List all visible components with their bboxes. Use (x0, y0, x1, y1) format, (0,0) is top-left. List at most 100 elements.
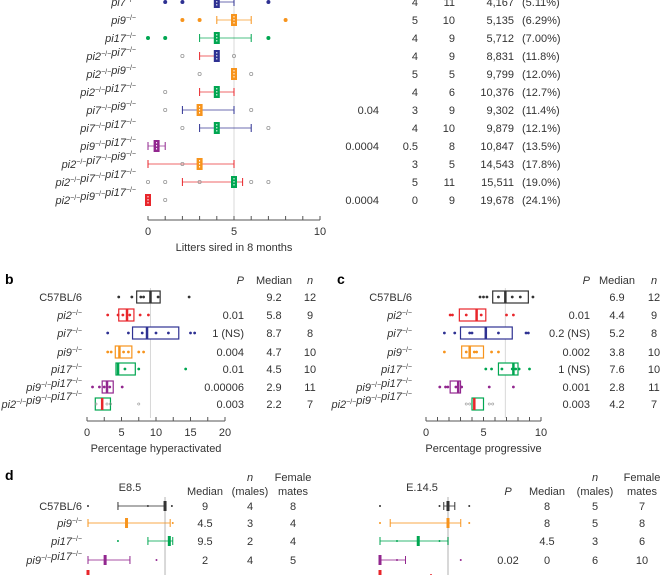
data-point (396, 559, 398, 561)
panel-title: E8.5 (119, 482, 142, 494)
count-value: 10,847 (480, 141, 514, 153)
x-tick-label: 5 (231, 226, 237, 238)
median-mark (163, 501, 167, 511)
data-point (454, 385, 458, 389)
data-point (106, 331, 110, 335)
female-mates-value: 8 (639, 518, 645, 530)
box (492, 290, 529, 304)
n-header: n (247, 472, 253, 484)
data-point (145, 179, 150, 184)
median-value: 8 (544, 518, 550, 530)
data-point (491, 402, 495, 406)
data-point (487, 402, 491, 406)
row-label: pi9−/−pi17−/− (79, 137, 136, 153)
median-value: 4.5 (197, 518, 212, 530)
row-label: pi7−/−pi9−/− (85, 101, 136, 117)
data-point (87, 505, 89, 507)
female-mates-value: 7 (639, 501, 645, 513)
n-value: 11 (304, 382, 315, 394)
median-value: 2 (202, 555, 208, 567)
median-value: 5 (412, 69, 418, 81)
data-point (147, 313, 150, 317)
x-axis-label: Litters sired in 8 months (176, 242, 293, 254)
data-point (102, 385, 106, 389)
data-point (146, 505, 149, 507)
data-point (163, 197, 168, 202)
p-value: 0.003 (562, 399, 590, 411)
data-point (106, 350, 110, 354)
data-point (163, 36, 168, 41)
median-value: 9.2 (266, 292, 281, 304)
data-point (126, 331, 130, 335)
female-mates-value: 4 (290, 518, 296, 530)
data-point (444, 385, 447, 389)
n-header: n (651, 275, 657, 287)
female-header-mates: mates (627, 486, 657, 498)
data-point (505, 313, 508, 317)
female-header: Female (624, 472, 661, 484)
data-point (155, 559, 158, 561)
data-point (512, 313, 515, 317)
row-label: pi17−/− (104, 33, 136, 45)
p-value: 0.2 (NS) (549, 328, 590, 340)
data-point (145, 36, 150, 41)
median-value: 4.7 (266, 347, 281, 359)
data-point (468, 402, 472, 406)
row-label: pi2−/−pi7−/−pi17−/− (54, 169, 136, 189)
data-point (459, 559, 462, 561)
percent-value: (11.8%) (522, 51, 560, 63)
data-point (180, 161, 185, 166)
data-point (109, 402, 112, 406)
p-value: 0.0004 (345, 195, 379, 207)
data-point (249, 72, 254, 77)
female-mates-value: 8 (290, 501, 296, 513)
data-point (142, 350, 145, 354)
data-point (497, 350, 500, 354)
data-point (266, 179, 271, 184)
median-value: 0 (544, 555, 550, 567)
median-value: 3 (412, 159, 418, 171)
data-point (510, 295, 514, 299)
data-point (490, 350, 493, 354)
row-label: pi2−/−pi9−/−pi17−/− (54, 187, 136, 207)
median-value: 0 (412, 195, 418, 207)
median-value: 5 (412, 15, 418, 27)
count-value: 9,879 (486, 123, 514, 135)
data-point (98, 385, 101, 389)
female-mates-value: 6 (639, 536, 645, 548)
x-tick-label: 0 (84, 427, 90, 439)
median-value: 6.9 (609, 292, 624, 304)
median-mark (378, 570, 382, 575)
n-value: 3 (247, 518, 253, 530)
box (461, 345, 485, 359)
median-value: 0.5 (403, 141, 418, 153)
median-value: 9 (202, 501, 208, 513)
row-label: pi2−/−pi9−/−pi17−/− (0, 391, 82, 411)
row-label: pi2−/−pi9−/− (85, 65, 136, 81)
percent-value: (5.11%) (522, 0, 560, 9)
row-label: pi9−/− (386, 347, 412, 359)
data-point (438, 385, 442, 389)
data-point (442, 350, 446, 354)
data-point (266, 126, 271, 131)
data-point (484, 367, 488, 371)
data-point (500, 367, 504, 371)
data-point (180, 54, 185, 59)
n-value: 6 (449, 87, 455, 99)
percent-value: (12.0%) (522, 69, 561, 81)
data-point (478, 295, 482, 299)
data-point (121, 313, 125, 317)
n-value: 5 (449, 159, 455, 171)
row-label: pi9−/− (56, 518, 82, 530)
female-header-mates: mates (278, 486, 308, 498)
x-tick-label: 5 (480, 427, 486, 439)
n-value: 5 (449, 69, 455, 81)
p-value: 0.003 (216, 399, 244, 411)
row-label: pi17−/− (50, 364, 82, 376)
data-point (524, 331, 528, 335)
median-value: 3 (412, 105, 418, 117)
data-point (453, 331, 457, 335)
data-point (128, 313, 132, 317)
data-point (140, 331, 144, 335)
count-value: 14,543 (480, 159, 514, 171)
